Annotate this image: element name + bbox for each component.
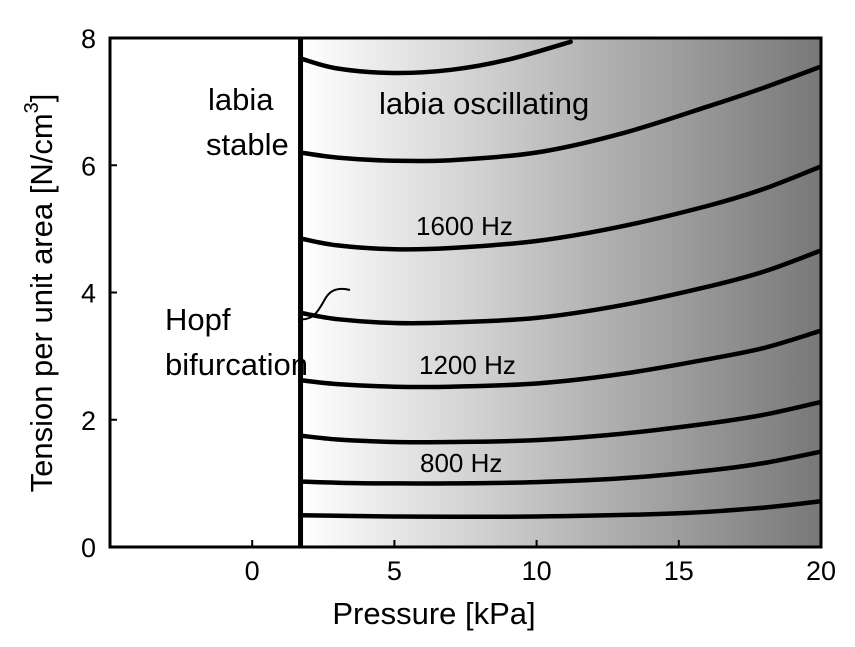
curve-2 bbox=[298, 64, 821, 164]
y-tick-label: 8 bbox=[81, 24, 96, 54]
curve-8 bbox=[298, 498, 821, 520]
annotation-labia-oscillating: labia oscillating bbox=[379, 86, 589, 121]
x-axis-ticks: 0 5 10 15 20 bbox=[245, 540, 836, 586]
annotation-hopf: Hopf bbox=[165, 302, 231, 337]
annotation-stable: stable bbox=[206, 127, 289, 162]
x-axis-label: Pressure [kPa] bbox=[332, 596, 535, 631]
y-axis-label-text: Tension per unit area [N/cm bbox=[24, 113, 59, 492]
hopf-leader-line bbox=[297, 287, 351, 321]
annotation-1200hz: 1200 Hz bbox=[419, 350, 516, 380]
curve-group bbox=[298, 39, 821, 520]
y-tick-label: 2 bbox=[81, 406, 96, 436]
x-tick-label: 0 bbox=[245, 556, 260, 586]
curve-4 bbox=[298, 248, 821, 326]
y-tick-label: 0 bbox=[81, 533, 96, 563]
oscillating-region bbox=[300, 38, 822, 547]
curve-3 bbox=[298, 164, 821, 252]
x-tick-label: 20 bbox=[806, 556, 836, 586]
x-tick-label: 15 bbox=[664, 556, 694, 586]
y-axis-label-superscript: 3 bbox=[21, 102, 43, 113]
curve-7 bbox=[298, 449, 821, 486]
annotation-800hz: 800 Hz bbox=[420, 448, 502, 478]
y-tick-label: 4 bbox=[81, 279, 96, 309]
annotation-bifurcation: bifurcation bbox=[165, 347, 308, 382]
annotation-labia: labia bbox=[208, 82, 274, 117]
y-axis-label: Tension per unit area [N/cm3] bbox=[21, 94, 59, 493]
curve-6 bbox=[298, 399, 821, 445]
annotation-1600hz: 1600 Hz bbox=[416, 211, 513, 241]
y-axis-ticks: 0 2 4 6 8 bbox=[81, 24, 117, 563]
curve-1 bbox=[298, 39, 573, 76]
y-tick-label: 6 bbox=[81, 151, 96, 181]
x-tick-label: 5 bbox=[387, 556, 402, 586]
y-axis-label-close: ] bbox=[24, 94, 59, 103]
curve-5 bbox=[298, 328, 821, 390]
y-axis-label-group: Tension per unit area [N/cm3] bbox=[21, 94, 59, 493]
x-tick-label: 10 bbox=[522, 556, 552, 586]
